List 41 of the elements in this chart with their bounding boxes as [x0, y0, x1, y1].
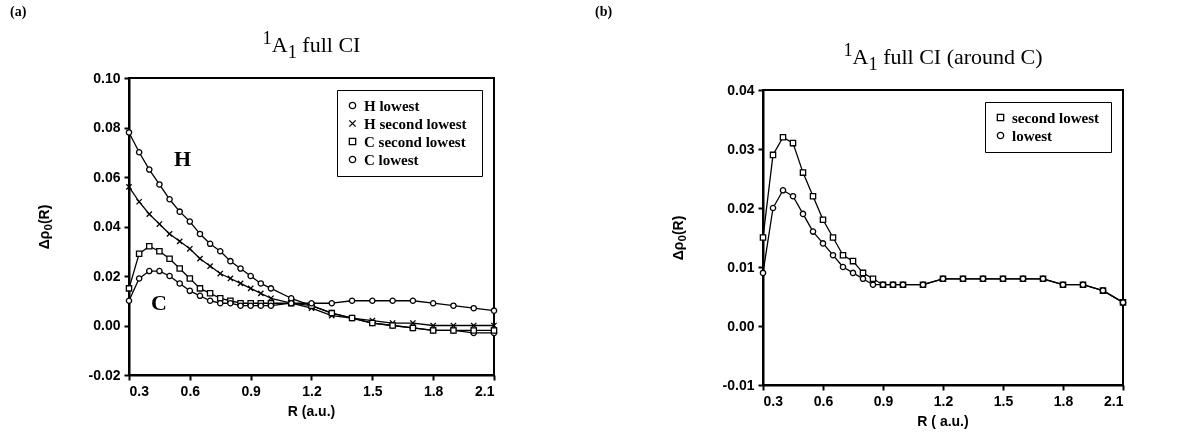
- y-tick-label: 0.03: [727, 140, 755, 157]
- x-tick-label: 2.1: [475, 382, 495, 399]
- chart-title: $^{1}$A$_{1}$ full CI (around C): [843, 40, 1043, 75]
- y-tick-label: 0.02: [727, 199, 755, 216]
- x-tick-label: 1.8: [423, 382, 444, 399]
- x-axis-title: R ( a.u.): [917, 413, 969, 429]
- text: (b): [595, 4, 613, 20]
- y-tick-label: -0.02: [88, 366, 121, 383]
- x-axis-title: R (a.u.): [287, 403, 336, 419]
- legend-label: second lowest: [1012, 109, 1100, 126]
- x-tick-label: 1.2: [933, 392, 954, 409]
- x-tick-label: 1.5: [993, 392, 1014, 409]
- annotation: H: [174, 146, 192, 172]
- x-tick-label: 0.3: [129, 382, 150, 399]
- text: (a): [10, 4, 27, 20]
- legend-label: C lowest: [364, 151, 419, 168]
- x-tick-label: 0.9: [873, 392, 894, 409]
- y-tick-label: 0.04: [93, 218, 121, 234]
- x-tick-label: 1.5: [363, 382, 383, 399]
- legend-label: H lowest: [364, 97, 420, 114]
- x-tick-label: 0.3: [763, 392, 784, 409]
- x-tick-label: 0.9: [241, 382, 262, 399]
- y-tick-label: 0.01: [727, 258, 755, 275]
- x-tick-label: 0.6: [180, 382, 201, 399]
- legend-label: C second lowest: [364, 133, 466, 150]
- y-tick-label: 0.02: [93, 267, 121, 284]
- y-tick-label: 0.00: [727, 317, 755, 334]
- y-tick-label: 0.00: [93, 317, 121, 333]
- chart-title: $^{1}$A$_{1}$ full CI: [262, 28, 361, 63]
- x-tick-label: 2.1: [1104, 392, 1124, 409]
- y-tick-label: -0.01: [722, 376, 755, 393]
- x-tick-label: 0.6: [813, 392, 834, 409]
- y-tick-label: 0.08: [93, 119, 121, 135]
- x-tick-label: 1.8: [1053, 392, 1074, 409]
- legend-label: H second lowest: [364, 115, 467, 132]
- legend-label: lowest: [1012, 127, 1052, 144]
- y-tick-label: 0.06: [93, 168, 121, 185]
- annotation: C: [151, 290, 167, 316]
- x-tick-label: 1.2: [302, 382, 322, 399]
- y-tick-label: 0.10: [93, 69, 121, 86]
- y-tick-label: 0.04: [727, 81, 755, 98]
